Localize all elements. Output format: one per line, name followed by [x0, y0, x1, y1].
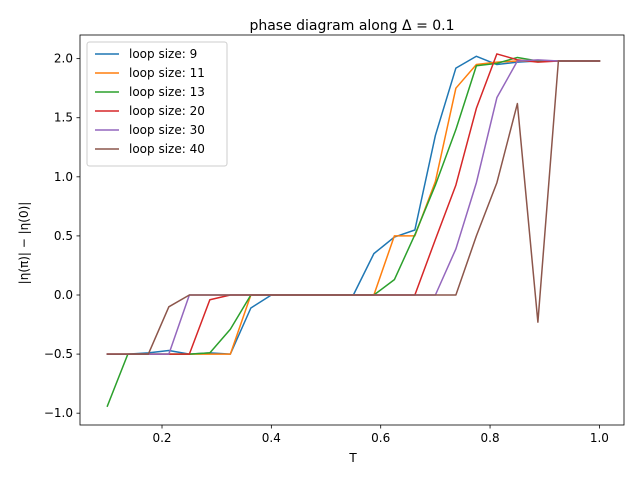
x-tick-label: 0.8: [481, 431, 500, 445]
y-tick-label: 2.0: [54, 52, 73, 66]
y-tick-label: −1.0: [44, 406, 73, 420]
legend-label: loop size: 40: [129, 142, 205, 156]
x-axis-label: T: [348, 451, 357, 465]
y-tick-label: 0.0: [54, 288, 73, 302]
legend-label: loop size: 20: [129, 104, 205, 118]
y-tick-label: 1.5: [54, 111, 73, 125]
y-tick-label: −0.5: [44, 347, 73, 361]
x-tick-label: 1.0: [590, 431, 609, 445]
legend-label: loop size: 30: [129, 123, 205, 137]
y-tick-label: 1.0: [54, 170, 73, 184]
series-line-6: [106, 60, 601, 355]
axes-frame: [79, 34, 625, 426]
legend: loop size: 9 loop size: 11 loop size: 13 lo…: [86, 41, 228, 167]
x-tick-label: 0.6: [371, 431, 390, 445]
x-tick-label: 0.4: [262, 431, 281, 445]
legend-label: loop size: 9: [129, 47, 197, 61]
y-axis-label: |η(π)| − |η(0)|: [17, 202, 31, 285]
plot-area: 0.2 0.4 0.6 0.8 1.0 −1.0 −0.5 0.0 0.5 1.0 1.5 2.0 lo…: [44, 34, 625, 445]
y-tick-label: 0.5: [54, 229, 73, 243]
legend-label: loop size: 11: [129, 66, 205, 80]
x-tick-label: 0.2: [152, 431, 171, 445]
legend-label: loop size: 13: [129, 85, 205, 99]
chart-title: phase diagram along Δ = 0.1: [249, 18, 454, 34]
legend-box: [86, 41, 228, 167]
